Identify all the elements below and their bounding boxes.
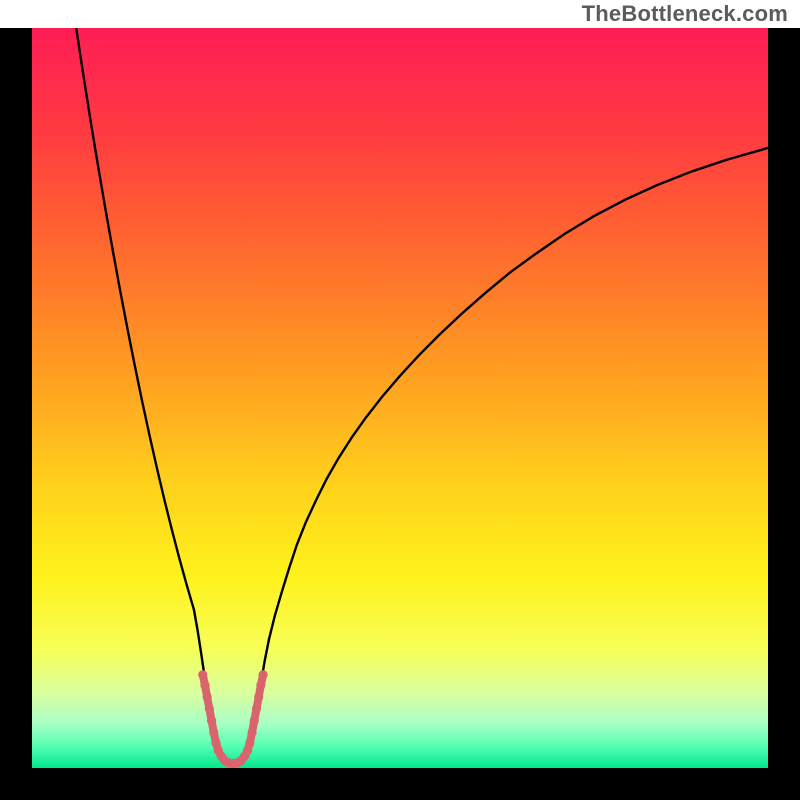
plot-svg [32,28,768,768]
valley-marker-dot [252,704,261,713]
valley-marker-dot [209,728,218,737]
valley-marker-dot [259,670,268,679]
valley-marker-dot [203,692,212,701]
valley-marker-dot [198,670,207,679]
valley-marker-dot [207,716,216,725]
valley-marker-dot [205,704,214,713]
watermark-text: TheBottleneck.com [582,1,788,27]
plot-frame [32,28,768,768]
valley-marker-dot [254,692,263,701]
valley-marker-dot [247,728,256,737]
valley-marker-dot [200,681,209,690]
watermark-bar: TheBottleneck.com [0,0,800,28]
valley-marker-dot [256,681,265,690]
valley-marker-dot [250,716,259,725]
valley-marker-dot [245,738,254,747]
